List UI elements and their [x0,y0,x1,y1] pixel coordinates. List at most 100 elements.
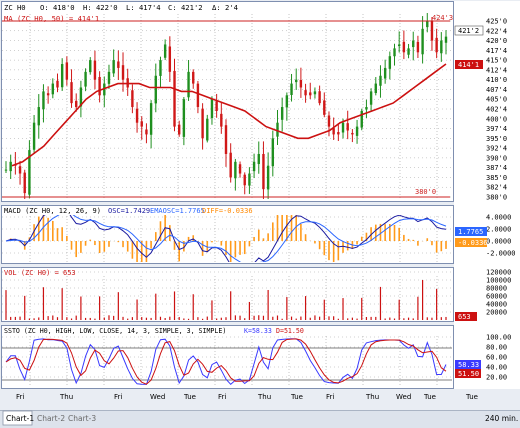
candle-body [360,110,363,128]
stoch-d-tag-bg [455,369,481,378]
x-axis-label: Thu [257,393,271,401]
last-price-tag: 421'2 [458,27,479,35]
x-axis-label: Tue [183,393,196,401]
macd-osc: OSC=1.7429 [108,207,150,215]
candle-body [243,174,246,186]
candle-body [215,101,218,111]
close-label: C: 421'2 [168,3,203,12]
candle-body [177,124,181,135]
candle-body [266,165,270,190]
volume-bars [5,280,447,320]
macd-header: MACD (ZC H0, 12, 26, 9) OSC=1.7429 EMAOS… [2,206,270,215]
candle-body [192,71,195,84]
open-label: O: 418'0 [40,3,75,12]
candle-body [369,91,373,105]
candle-body [163,44,167,58]
stoch-d-tag: 51.50 [458,370,479,378]
candle-body [393,48,396,57]
ma-price-tag-bg [455,60,483,69]
macd-emaosc: EMAOSC=1.7765 [150,207,205,215]
candle-body [402,41,406,53]
price-axis-label: 420'0 [486,37,507,45]
candle-body [79,87,83,107]
price-axis-label: 400'0 [486,115,507,123]
candle-body [234,161,237,179]
x-axis-label: Tue [423,393,436,401]
candle-body [159,60,162,76]
stoch-axis-label: 60.00 [486,354,507,362]
stoch-k: K=58.33 [244,327,272,335]
ma-line [11,63,447,167]
tab-chart-2-label: Chart-2 [37,414,65,423]
candle-body [206,118,209,141]
candle-body [318,91,321,104]
candle-body [365,107,368,110]
price-axis-label: 382'4 [486,184,507,192]
tab-chart-3-label: Chart-3 [68,414,96,423]
candle-body [75,100,78,108]
macd-signal-tag: 1.7765 [458,228,483,236]
candle-body [295,79,298,83]
candle-body [299,79,303,88]
tab-chart-1[interactable]: Chart-1 [2,410,34,426]
macd-signal-tag-bg [455,227,487,236]
price-axis-label: 410'0 [486,76,507,84]
candle-body [252,161,256,172]
macd-axis-label: 2.0000 [486,226,511,234]
x-axis-label: Wed [150,393,165,401]
candle-body [229,152,232,178]
candle-body [145,129,148,135]
candle-body [304,90,307,96]
candle-body [196,83,200,108]
x-axis: Fri Thu Fri Wed Tue Fri Thu Tue Fri Thu Wed Tue Tue [16,393,478,401]
stoch-k-tag-bg [455,360,481,369]
price-axis-label: 407'4 [486,86,507,94]
candle-body [173,70,176,127]
price-pane[interactable] [1,1,454,202]
candle-body [388,56,392,69]
candle-body [346,123,349,131]
candle-body [60,64,64,88]
candle-body [430,20,434,41]
interval-label: 240 min. [485,414,518,423]
candle-body [351,132,354,135]
high-label: H: 422'0 [83,3,118,12]
macd-signal-line [5,215,447,262]
candle-body [271,138,275,167]
candle-body [224,125,228,154]
price-axis-label: 405'0 [486,96,507,104]
x-axis-label: Fri [326,393,334,401]
ma-price-tag: 414'1 [458,61,479,69]
volume-pane[interactable] [1,267,454,322]
candle-body [42,91,45,110]
stoch-axis-label: 40.00 [486,364,507,372]
candle-body [37,107,40,126]
price-axis-label: 417'4 [486,47,507,55]
candle-body [201,108,204,139]
x-axis-label: Fri [114,393,122,401]
x-axis-label: Fri [16,393,24,401]
candle-body [131,90,134,108]
macd-axis-label: -2.0000 [486,250,516,258]
candle-body [379,75,382,86]
volume-axis-label: 80000 [486,285,507,293]
candle-body [383,67,387,79]
tab-chart-3[interactable]: Chart-3 [68,414,96,423]
candle-body [112,60,115,74]
candle-body [23,172,26,194]
tab-chart-2[interactable]: Chart-2 [37,414,65,423]
macd-line [5,215,447,262]
symbol-label: ZC H0 [4,3,26,12]
candle-body [374,83,377,94]
stoch-axis-label: 20.00 [486,374,507,382]
candle-body [257,153,260,165]
x-axis-label: Wed [396,393,411,401]
candle-body [117,61,120,68]
candles [4,13,448,199]
candle-body [46,93,50,96]
last-price-tag-bg [454,25,484,36]
macd-diff-tag-bg [455,238,487,247]
